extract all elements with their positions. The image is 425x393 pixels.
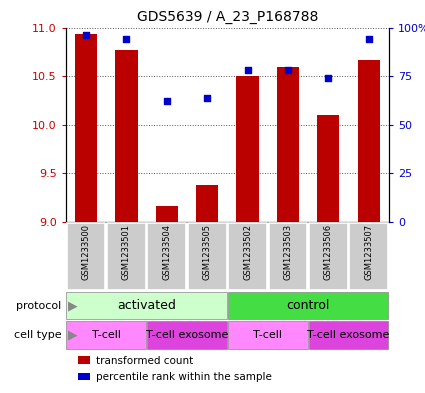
Text: GSM1233506: GSM1233506 xyxy=(324,224,333,280)
Point xyxy=(325,75,332,81)
Text: GSM1233505: GSM1233505 xyxy=(203,224,212,280)
Bar xyxy=(77,356,90,364)
Text: GSM1233500: GSM1233500 xyxy=(82,224,91,280)
Bar xyxy=(115,50,138,222)
Text: GSM1233504: GSM1233504 xyxy=(162,224,171,280)
Point xyxy=(82,32,89,39)
Text: T-cell: T-cell xyxy=(253,330,282,340)
Text: transformed count: transformed count xyxy=(96,356,194,366)
Bar xyxy=(228,321,308,349)
Text: control: control xyxy=(286,299,330,312)
Bar xyxy=(357,60,380,222)
Bar xyxy=(156,206,178,222)
Text: GSM1233507: GSM1233507 xyxy=(364,224,373,280)
Point xyxy=(244,67,251,73)
Bar xyxy=(269,223,307,290)
Bar xyxy=(147,321,227,349)
Text: GSM1233502: GSM1233502 xyxy=(243,224,252,280)
Bar xyxy=(196,185,218,222)
Bar xyxy=(77,373,90,380)
Point xyxy=(163,98,170,105)
Text: GSM1233501: GSM1233501 xyxy=(122,224,131,280)
Bar xyxy=(349,223,388,290)
Text: T-cell exosome: T-cell exosome xyxy=(146,330,228,340)
Point xyxy=(204,94,210,101)
Bar xyxy=(188,223,227,290)
Bar xyxy=(309,223,348,290)
Point xyxy=(365,36,372,42)
Bar xyxy=(75,34,97,222)
Bar xyxy=(66,292,227,319)
Text: T-cell exosome: T-cell exosome xyxy=(307,330,390,340)
Text: activated: activated xyxy=(117,299,176,312)
Text: ▶: ▶ xyxy=(68,299,78,312)
Point xyxy=(123,36,130,42)
Title: GDS5639 / A_23_P168788: GDS5639 / A_23_P168788 xyxy=(137,10,318,24)
Bar xyxy=(228,292,388,319)
Text: T-cell: T-cell xyxy=(92,330,121,340)
Bar xyxy=(107,223,146,290)
Text: protocol: protocol xyxy=(17,301,62,310)
Text: cell type: cell type xyxy=(14,330,62,340)
Point xyxy=(285,67,292,73)
Bar xyxy=(309,321,388,349)
Bar xyxy=(277,67,299,222)
Bar xyxy=(67,223,105,290)
Bar xyxy=(228,223,267,290)
Bar xyxy=(317,115,340,222)
Text: percentile rank within the sample: percentile rank within the sample xyxy=(96,372,272,382)
Text: GSM1233503: GSM1233503 xyxy=(283,224,292,280)
Bar xyxy=(236,76,259,222)
Bar xyxy=(147,223,186,290)
Text: ▶: ▶ xyxy=(68,329,78,342)
Bar xyxy=(66,321,146,349)
